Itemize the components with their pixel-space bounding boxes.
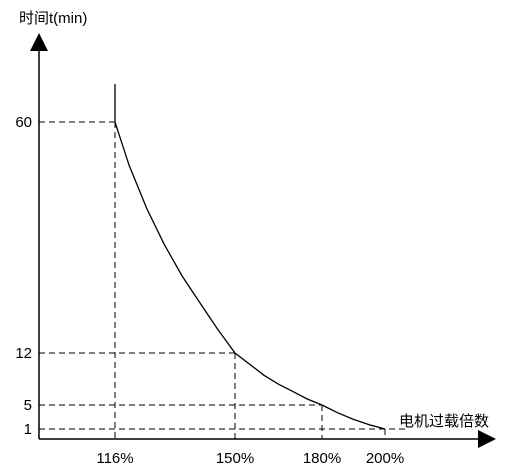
x-tick-label-0: 116% (96, 450, 133, 467)
y-tick-label-1: 12 (15, 345, 32, 362)
y-axis-title: 时间t(min) (19, 10, 87, 27)
x-axis-title: 电机过载倍数 (399, 413, 489, 430)
x-tick-label-3: 200% (366, 450, 404, 467)
y-axis-arrow (30, 33, 48, 51)
x-tick-labels: 116% 150% 180% 200% (96, 450, 404, 467)
overload-curve (114, 84, 386, 430)
x-tick-label-1: 150% (216, 450, 254, 467)
y-tick-label-2: 5 (24, 397, 32, 414)
y-tick-labels: 60 12 5 1 (15, 114, 32, 438)
y-tick-label-0: 60 (15, 114, 32, 131)
x-axis-arrow (478, 430, 496, 448)
reference-lines (39, 121, 405, 439)
y-tick-label-3: 1 (24, 421, 32, 438)
x-tick-label-2: 180% (303, 450, 341, 467)
